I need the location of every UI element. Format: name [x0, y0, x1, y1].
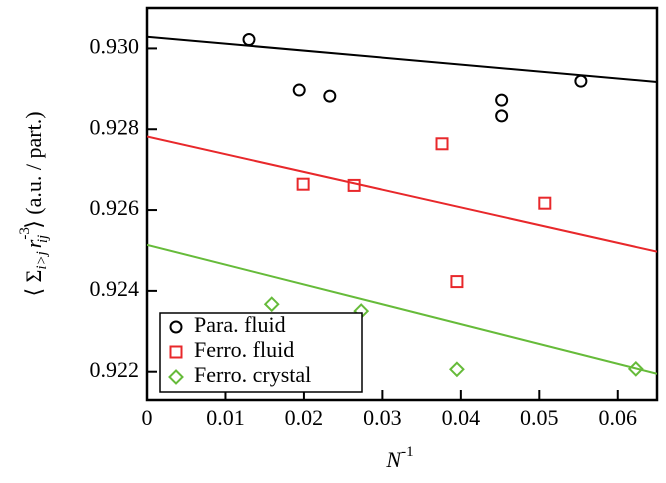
data-point	[296, 177, 310, 191]
data-point	[449, 361, 465, 378]
y-tick-label: 0.930	[90, 33, 140, 58]
data-point	[538, 196, 552, 210]
x-tick-label: 0.04	[442, 405, 481, 430]
x-tick-label: 0.05	[520, 405, 559, 430]
legend-label: Ferro. crystal	[194, 362, 311, 387]
data-point	[323, 89, 337, 103]
data-point	[574, 74, 588, 88]
data-point	[168, 369, 184, 385]
data-point	[169, 320, 183, 334]
data-point	[450, 275, 464, 289]
x-tick-label: 0.01	[206, 405, 245, 430]
fit-line	[147, 35, 657, 83]
fit-line	[147, 243, 657, 375]
y-tick-label: 0.924	[90, 276, 140, 301]
y-axis-label: ⟨ Σi>jr-3 ij⟩ (a.u. / part.)	[17, 111, 51, 296]
legend-box	[159, 312, 363, 393]
y-tick-label: 0.928	[90, 114, 140, 139]
x-tick-label: 0.03	[363, 405, 402, 430]
data-point	[292, 83, 306, 97]
data-point	[263, 296, 280, 313]
data-point	[495, 109, 509, 123]
data-point	[627, 360, 644, 377]
data-point	[169, 345, 183, 359]
data-point	[495, 93, 509, 107]
plot-frame	[145, 6, 659, 402]
data-point	[242, 33, 256, 47]
x-tick-label: 0.06	[599, 405, 638, 430]
data-point	[347, 178, 361, 192]
y-tick-label: 0.922	[90, 357, 140, 382]
y-tick-label: 0.926	[90, 195, 140, 220]
legend-label: Para. fluid	[194, 312, 286, 337]
data-point	[435, 137, 449, 151]
x-axis-label: N-1	[385, 444, 413, 472]
x-tick-label: 0.02	[285, 405, 324, 430]
fit-line	[147, 135, 657, 253]
x-tick-label: 0	[142, 405, 153, 430]
legend-label: Ferro. fluid	[194, 337, 294, 362]
